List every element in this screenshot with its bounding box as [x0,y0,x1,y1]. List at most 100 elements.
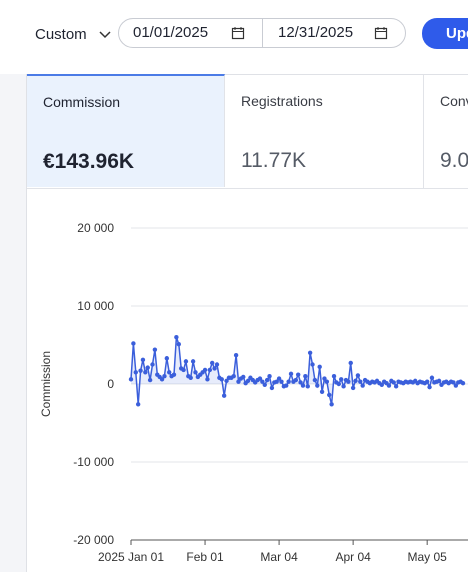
point [143,370,148,375]
update-button[interactable]: Upd [422,18,468,49]
point [319,389,325,394]
point [436,378,442,384]
point [233,352,239,358]
point [245,378,251,384]
y-tick-label: 0 [107,377,114,391]
y-tick-label: -20 000 [73,533,114,547]
point [317,364,322,370]
y-tick-label: 10 000 [77,299,114,313]
range-label: Custom [35,26,87,43]
point [269,385,275,391]
point [293,377,299,383]
point [386,383,392,388]
point [276,376,282,381]
point [210,360,215,366]
point [274,379,279,384]
tab[interactable]: Commission €143.96K [27,74,225,187]
point [295,372,301,377]
start-date-text: 01/01/2025 [133,24,209,41]
point [329,402,334,407]
point [298,380,303,385]
tab-value: 11.77K [241,149,306,172]
tab[interactable]: Conv 9.0 [424,75,468,188]
point [324,379,330,384]
point [391,380,396,385]
point [312,377,318,383]
tab-label: Commission [43,94,121,110]
point [393,384,399,389]
point [307,350,313,355]
point [207,367,213,373]
range-select[interactable]: Custom [35,26,111,43]
y-axis-label: Commission [39,351,53,417]
x-tick-label: Mar 04 [260,550,298,564]
point [451,380,456,385]
divider [26,74,468,75]
point [348,360,353,366]
calendar-icon [374,27,388,40]
point [164,356,170,361]
y-tick-label: -10 000 [73,455,114,469]
x-tick-label: Apr 04 [335,550,371,564]
point [131,341,136,346]
point [305,384,310,389]
point [346,379,351,384]
point [429,375,435,380]
point [214,362,220,367]
end-date[interactable]: 12/31/2025 [262,18,406,48]
point [231,374,236,379]
point [150,362,155,367]
point [379,382,384,387]
point [133,370,138,375]
end-date-text: 12/31/2025 [278,24,354,41]
tab-label: Conv [440,93,468,109]
tab-value: 9.0 [440,149,468,172]
point [284,383,289,388]
point [190,359,196,364]
point [286,379,291,384]
divider [27,188,468,189]
point [460,381,466,386]
y-tick-label: 20 000 [77,221,114,235]
point [221,393,227,398]
point [193,370,198,375]
point [241,374,246,380]
point [288,371,294,377]
point [310,362,315,367]
point [181,367,186,373]
start-date[interactable]: 01/01/2025 [118,18,263,48]
point [303,374,308,379]
point [188,375,193,380]
point [224,378,229,384]
sidebar-gap [0,74,26,572]
point [279,379,284,384]
update-button-text: Upd [446,25,468,42]
point [327,392,332,398]
point [257,376,263,381]
point [267,374,272,379]
point [219,377,224,382]
point [353,378,358,384]
point [171,372,177,377]
point [167,370,172,375]
point [205,377,210,382]
point [138,368,143,373]
point [183,359,189,364]
point [360,383,365,388]
point [338,377,344,382]
point [424,379,430,384]
point [128,377,134,382]
point [140,357,146,363]
tab[interactable]: Registrations 11.77K [225,75,424,188]
point [145,365,150,370]
point [236,379,241,384]
x-tick-label: Feb 01 [186,550,224,564]
point [315,383,320,388]
point [159,377,165,382]
point [453,383,459,388]
x-tick-label: May 05 [407,550,447,564]
point [322,376,327,381]
point [341,384,346,389]
